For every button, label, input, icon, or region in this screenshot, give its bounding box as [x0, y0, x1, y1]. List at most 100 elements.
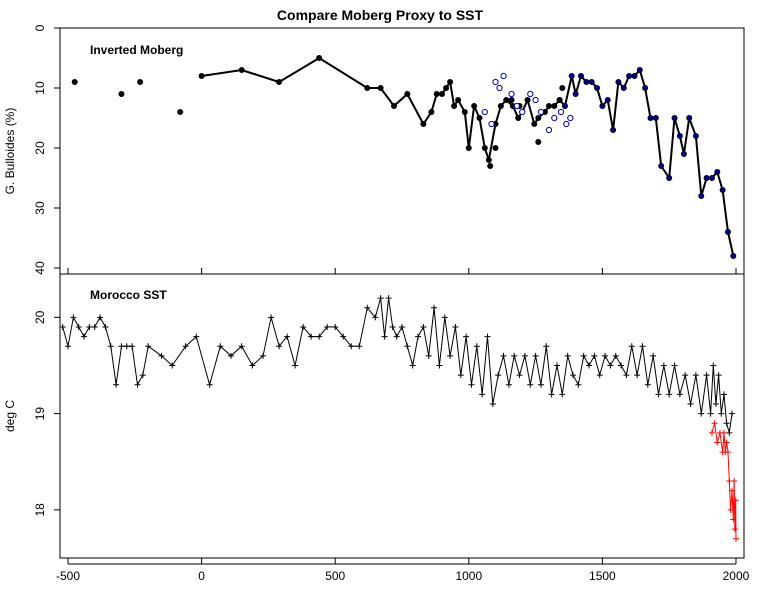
top-y-tick-label: 30 — [33, 201, 47, 215]
top-series-line — [201, 56, 561, 164]
data-point-plus — [81, 333, 88, 340]
data-point-plus — [521, 352, 528, 359]
top-panel-annotation: Inverted Moberg — [90, 43, 183, 57]
data-point — [692, 132, 699, 139]
data-point-plus — [75, 323, 82, 330]
data-point-open — [508, 90, 515, 98]
data-point-plus — [612, 352, 619, 359]
top-panel-frame — [59, 27, 745, 275]
data-point-plus — [698, 410, 705, 417]
data-point-plus — [644, 381, 651, 388]
data-point-plus — [692, 372, 699, 379]
data-point-plus — [727, 506, 734, 513]
data-point-plus — [415, 333, 422, 340]
data-point-plus — [682, 372, 689, 379]
data-point — [535, 138, 542, 145]
data-point-plus — [655, 391, 662, 398]
data-point-plus — [292, 362, 299, 369]
data-point-open — [532, 96, 539, 104]
x-tick-label: 1500 — [589, 569, 616, 583]
data-point-plus — [527, 381, 534, 388]
data-point — [276, 79, 283, 86]
data-point-plus — [575, 381, 582, 388]
data-point-plus — [732, 535, 739, 542]
data-point-plus — [377, 295, 384, 302]
data-point-plus — [516, 372, 523, 379]
data-point-plus — [666, 391, 673, 398]
data-point — [485, 156, 492, 163]
data-point-open — [513, 102, 520, 110]
data-point — [556, 97, 563, 104]
data-point-plus — [441, 314, 448, 321]
data-point-plus — [553, 362, 560, 369]
data-point — [559, 85, 566, 92]
data-point-plus — [732, 497, 739, 504]
data-point-open — [488, 120, 495, 128]
data-point-plus — [364, 304, 371, 311]
data-point-plus — [726, 429, 733, 436]
data-point — [461, 109, 468, 116]
data-point-plus — [548, 391, 555, 398]
data-point-plus — [687, 400, 694, 407]
data-point-plus — [623, 372, 630, 379]
data-point-plus — [158, 352, 165, 359]
data-point — [572, 91, 579, 98]
data-point — [604, 97, 611, 104]
data-point-plus — [660, 362, 667, 369]
data-point-plus — [715, 372, 722, 379]
data-point-plus — [710, 362, 717, 369]
data-point-plus — [703, 372, 710, 379]
data-point — [503, 97, 510, 104]
data-point-plus — [634, 372, 641, 379]
data-point — [487, 162, 494, 169]
data-point — [439, 91, 446, 98]
x-tick-label: 1000 — [455, 569, 482, 583]
data-point-plus — [602, 352, 609, 359]
data-point-open — [563, 120, 570, 128]
x-tick-label: -500 — [56, 569, 80, 583]
bottom-y-tick-label: 20 — [33, 310, 47, 324]
x-axis: -500 0 500 1000 1500 2000 — [56, 558, 750, 583]
data-point-plus — [457, 372, 464, 379]
data-point-open — [492, 78, 499, 86]
data-point — [714, 168, 721, 175]
data-point — [508, 97, 515, 104]
top-y-axis-label: G. Bulloides (%) — [3, 108, 17, 195]
data-point-plus — [134, 381, 141, 388]
data-point-plus — [707, 410, 714, 417]
x-tick-label: 2000 — [723, 569, 750, 583]
data-point — [451, 103, 458, 110]
data-point-plus — [217, 343, 224, 350]
data-point-plus — [65, 343, 72, 350]
data-point-plus — [596, 372, 603, 379]
data-point-plus — [249, 362, 256, 369]
data-point-plus — [356, 343, 363, 350]
data-point-plus — [425, 352, 432, 359]
data-point-open — [537, 108, 545, 116]
data-point-plus — [169, 362, 176, 369]
data-point-plus — [332, 323, 339, 330]
data-point-plus — [59, 323, 66, 330]
data-point — [545, 103, 552, 110]
data-point-plus — [276, 343, 283, 350]
top-y-tick-label: 0 — [33, 24, 47, 31]
data-point — [615, 79, 622, 86]
data-point-plus — [268, 314, 275, 321]
data-point-plus — [586, 362, 593, 369]
data-point — [316, 55, 323, 62]
data-point — [636, 67, 643, 74]
data-point-plus — [182, 343, 189, 350]
x-tick-label: 500 — [325, 569, 345, 583]
bottom-panel-annotation: Morocco SST — [90, 288, 167, 302]
data-point-plus — [479, 391, 486, 398]
data-point — [428, 109, 435, 116]
x-tick-label: 0 — [198, 569, 205, 583]
data-point — [652, 115, 659, 122]
data-point-plus — [381, 333, 388, 340]
data-point-plus — [102, 323, 109, 330]
data-point-plus — [723, 439, 730, 446]
bottom-plot-area — [59, 295, 739, 542]
data-point-open — [567, 114, 574, 122]
data-point-plus — [532, 352, 539, 359]
